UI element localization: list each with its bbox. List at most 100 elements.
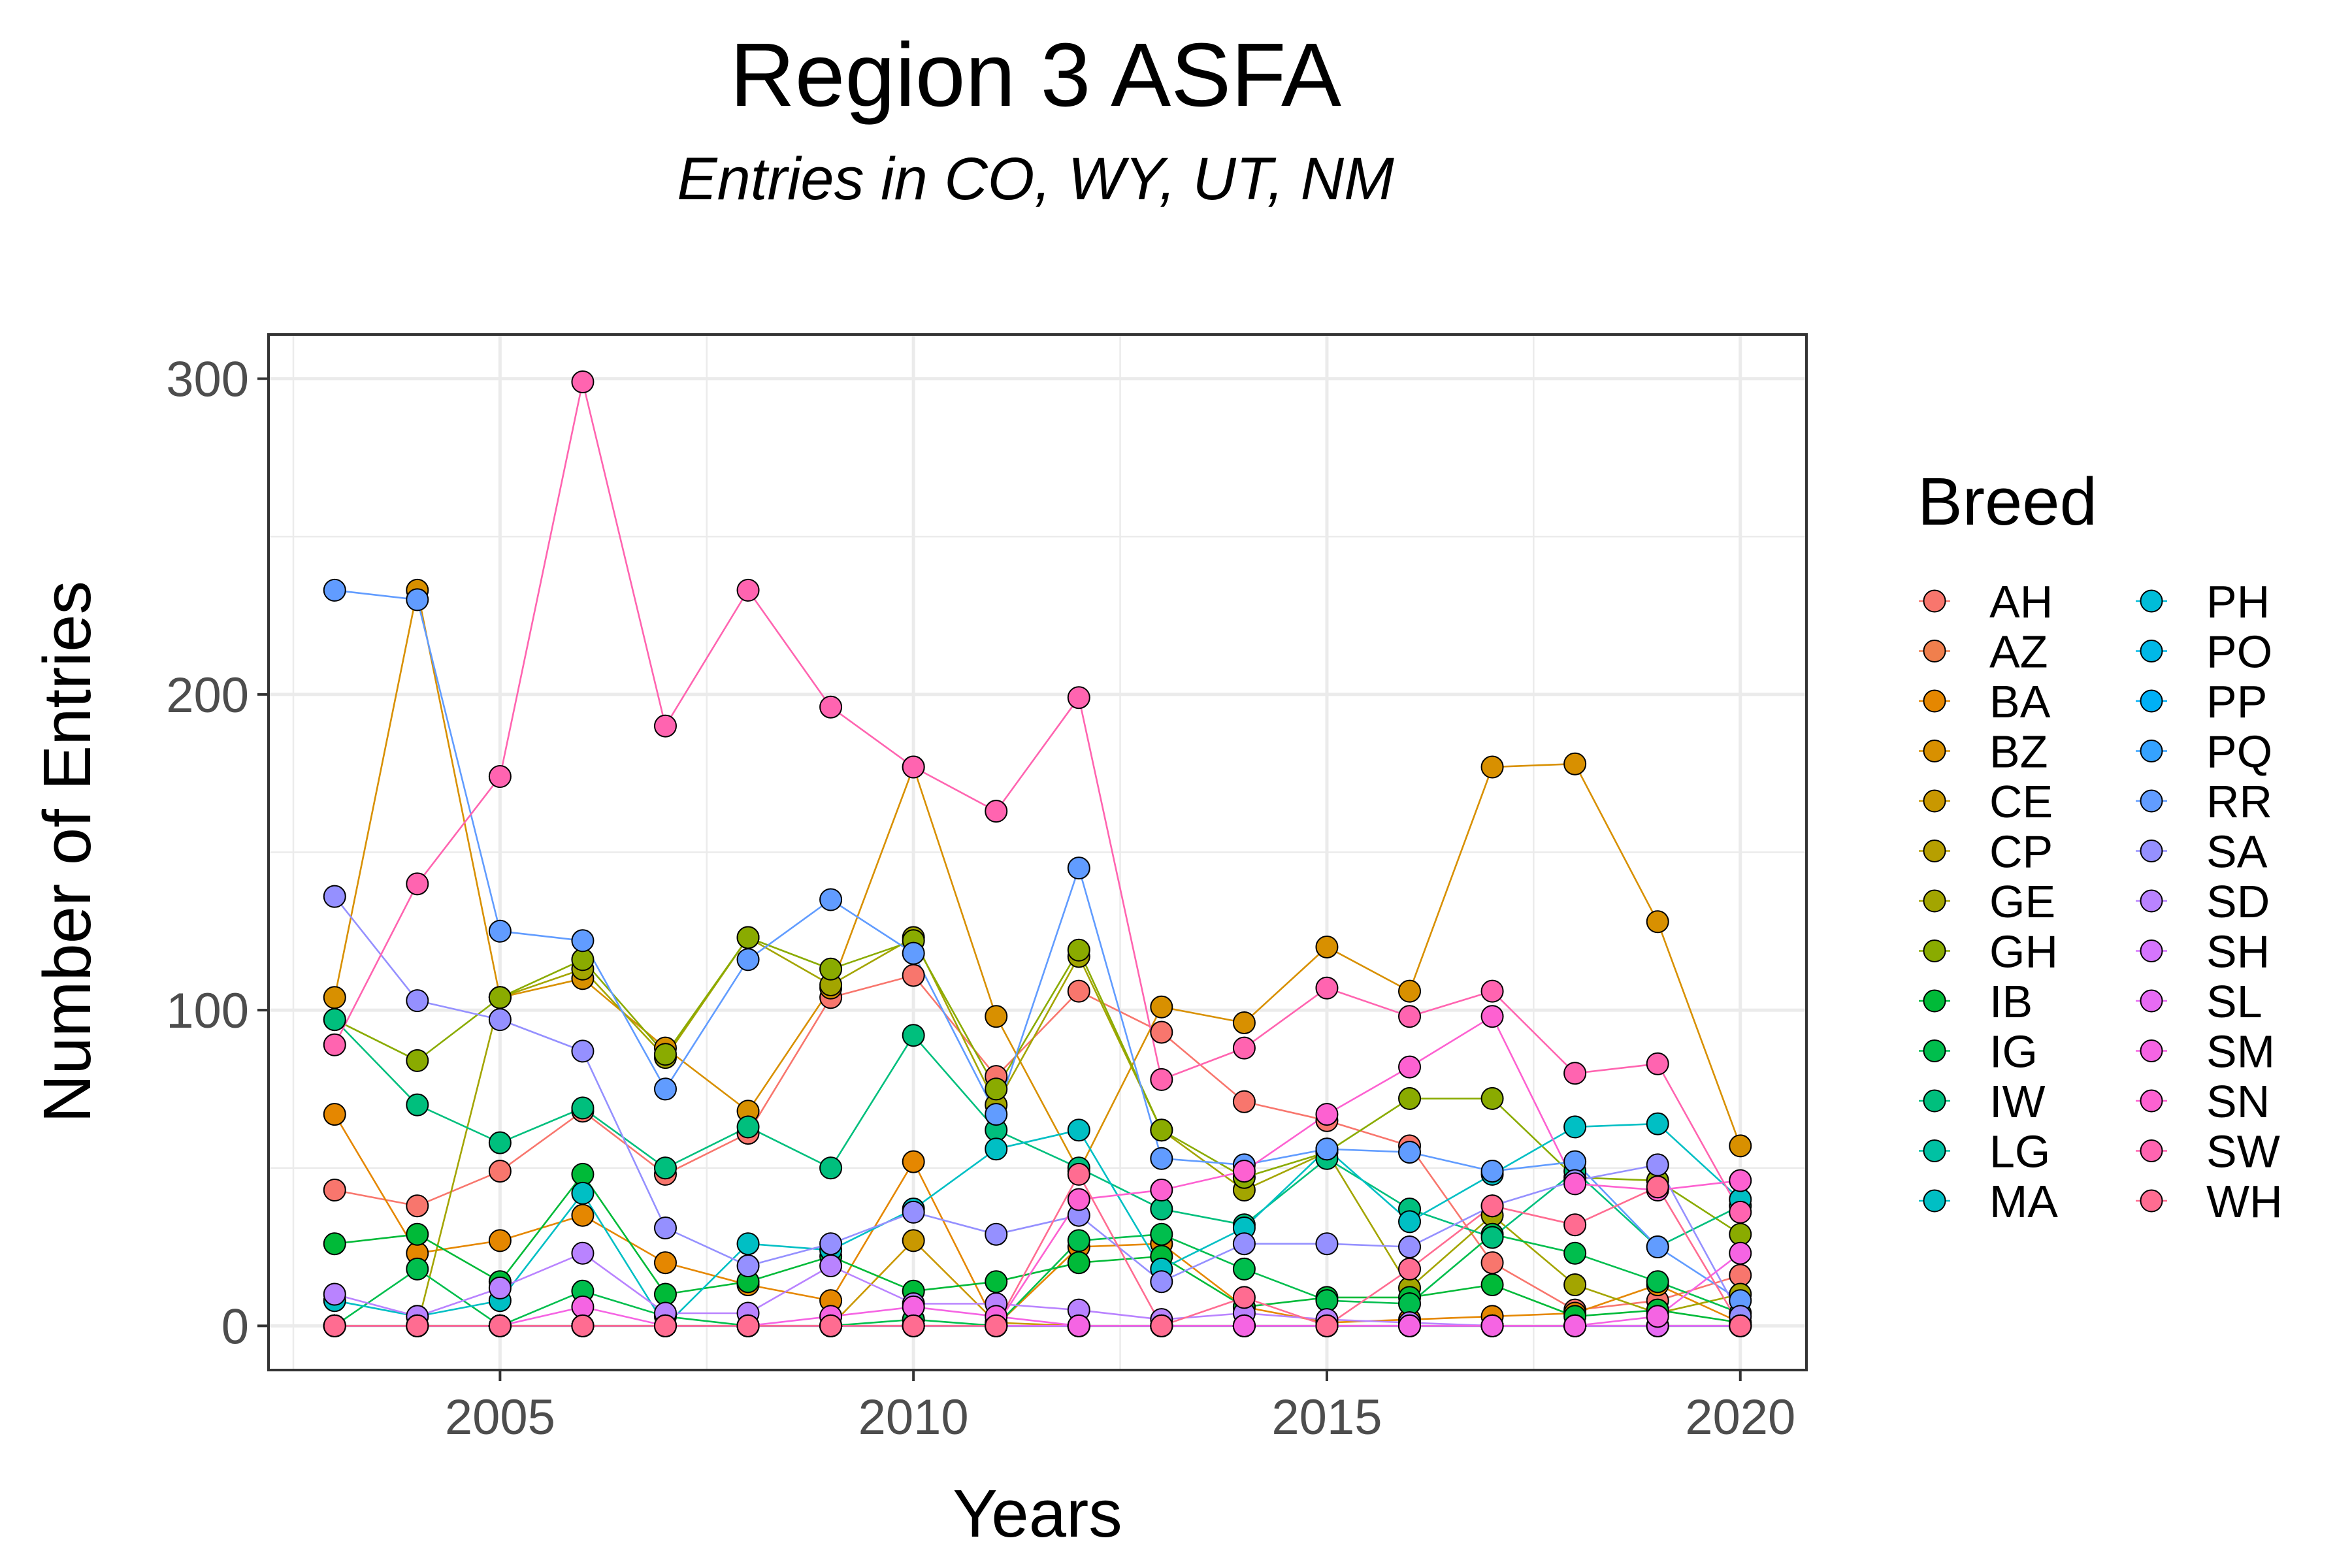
y-tick-label: 0 xyxy=(221,1299,249,1354)
data-point xyxy=(1150,1068,1173,1091)
data-point xyxy=(406,989,429,1013)
data-point xyxy=(902,1024,925,1047)
data-point xyxy=(488,1008,512,1032)
series-line xyxy=(334,936,1741,1235)
data-point xyxy=(1646,1305,1669,1328)
data-point xyxy=(902,941,925,965)
legend-label: MA xyxy=(1989,1176,2058,1227)
data-point xyxy=(902,964,925,987)
legend-key-point xyxy=(2140,589,2163,613)
data-point xyxy=(902,1200,925,1224)
data-point xyxy=(1232,1090,1256,1113)
data-point xyxy=(1646,1270,1669,1294)
legend-key-point xyxy=(2140,1189,2163,1213)
data-point xyxy=(1067,686,1090,710)
data-point xyxy=(653,1314,677,1337)
legend-key-point xyxy=(2140,640,2163,662)
data-point xyxy=(1646,910,1669,934)
data-point xyxy=(1480,1251,1504,1275)
legend-item-pq: PQ xyxy=(2136,727,2272,777)
legend-key-point xyxy=(1923,589,1946,613)
data-point xyxy=(1729,1200,1752,1224)
axes: 2005 2010 2015 2020 0 100 200 300 xyxy=(166,352,1795,1445)
data-point xyxy=(985,1137,1008,1161)
series-line xyxy=(333,589,1742,1172)
legend-item-po: PO xyxy=(2136,627,2272,678)
legend-key-point xyxy=(1923,1039,1946,1062)
legend-label: BA xyxy=(1989,676,2051,727)
data-point xyxy=(406,1093,429,1117)
data-point xyxy=(985,1103,1008,1126)
data-point xyxy=(1067,1119,1090,1142)
data-point xyxy=(488,1276,512,1299)
legend-label: LG xyxy=(1989,1126,2050,1177)
series-gh xyxy=(334,936,1741,1235)
data-point xyxy=(1480,1005,1504,1028)
legend-key-point xyxy=(2140,1039,2163,1062)
data-point xyxy=(571,1181,595,1205)
x-tick-label: 2005 xyxy=(445,1390,555,1445)
data-point xyxy=(571,1241,595,1265)
legend-label: SM xyxy=(2206,1026,2275,1077)
data-point xyxy=(1563,1273,1587,1297)
chart-subtitle: Entries in CO, WY, UT, NM xyxy=(677,146,1394,212)
series-line xyxy=(335,589,1741,1301)
data-point xyxy=(1232,1314,1256,1337)
data-point xyxy=(819,1156,843,1180)
legend-label: IG xyxy=(1989,1026,2038,1077)
data-point xyxy=(985,800,1008,823)
data-point xyxy=(571,1096,595,1120)
legend-label: BZ xyxy=(1989,727,2048,777)
data-point xyxy=(1150,995,1173,1019)
legend-key-point xyxy=(1923,1189,1946,1213)
legend-key-point xyxy=(1923,640,1946,662)
series-line xyxy=(334,896,1741,1317)
legend-label: SA xyxy=(2206,826,2268,877)
data-point xyxy=(902,755,925,779)
data-point xyxy=(488,1229,512,1252)
data-point xyxy=(736,1232,760,1256)
legend-item-lg: LG xyxy=(1919,1126,2050,1177)
data-point xyxy=(323,1282,346,1306)
data-point xyxy=(406,1314,429,1337)
legend-label: AZ xyxy=(1989,627,2048,678)
data-point xyxy=(1646,1112,1669,1135)
data-point xyxy=(488,765,512,789)
data-point xyxy=(819,888,843,911)
x-tick-label: 2015 xyxy=(1271,1390,1382,1445)
legend-item-ba: BA xyxy=(1919,676,2051,727)
legend-item-cp: CP xyxy=(1919,826,2053,877)
data-point xyxy=(1729,1134,1752,1158)
data-point xyxy=(736,1254,760,1278)
legend-key-point xyxy=(2140,689,2163,713)
data-point xyxy=(1398,1314,1422,1337)
legend-label: PP xyxy=(2206,676,2267,727)
data-point xyxy=(819,957,843,981)
data-point xyxy=(653,1077,677,1101)
data-point xyxy=(1150,1147,1173,1170)
y-tick-label: 100 xyxy=(166,983,249,1039)
data-point xyxy=(985,1077,1008,1101)
data-point xyxy=(1067,979,1090,1003)
legend-item-ib: IB xyxy=(1919,976,2033,1027)
data-point xyxy=(406,588,429,612)
series-layer xyxy=(323,370,1752,1337)
data-point xyxy=(1232,1257,1256,1281)
series-line xyxy=(334,1233,1741,1327)
data-point xyxy=(1480,1314,1504,1337)
series-ib xyxy=(335,1173,1740,1324)
legend-item-az: AZ xyxy=(1919,627,2048,678)
legend-key-point xyxy=(2140,889,2163,913)
legend-item-sn: SN xyxy=(2136,1076,2270,1127)
data-point xyxy=(1646,1153,1669,1177)
legend-item-bz: BZ xyxy=(1919,727,2048,777)
legend-key-point xyxy=(1923,1139,1946,1162)
data-point xyxy=(736,926,760,949)
data-point xyxy=(1398,1055,1422,1079)
data-point xyxy=(571,1314,595,1337)
data-point xyxy=(1232,1036,1256,1060)
y-axis-title: Number of Entries xyxy=(29,581,105,1123)
data-point xyxy=(323,885,346,908)
data-point xyxy=(1067,1251,1090,1275)
data-point xyxy=(488,986,512,1009)
